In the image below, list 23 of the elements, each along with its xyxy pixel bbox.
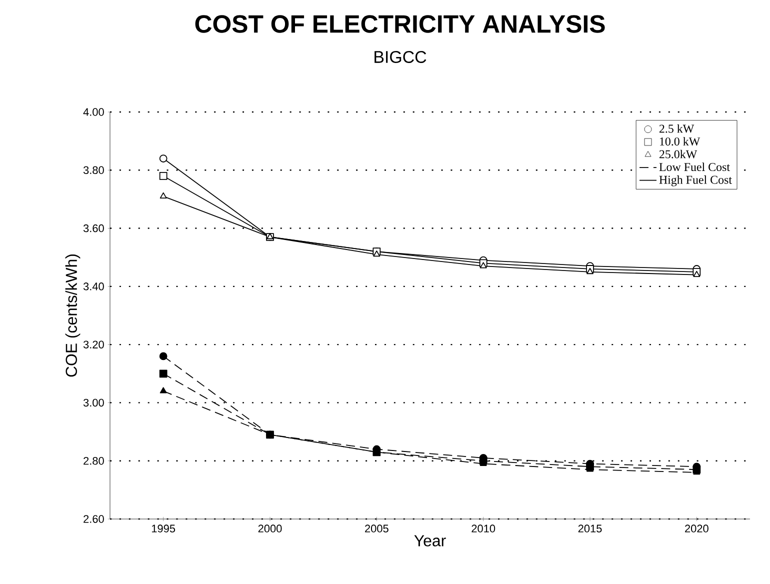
legend-label: 25.0kW [659, 150, 698, 158]
y-tick-label: 3.00 [83, 398, 104, 407]
chart-title: COST OF ELECTRICITY ANALYSIS [195, 15, 605, 33]
annotation: Low Fuel Cost [659, 162, 730, 172]
x-tick-label: 2015 [578, 524, 602, 532]
annotation: High Fuel Cost [659, 175, 732, 186]
y-tick-label: 3.40 [83, 282, 104, 290]
y-tick-label: 3.60 [83, 224, 104, 232]
y-tick-label: 4.00 [83, 108, 104, 116]
y-tick-label: 3.80 [83, 166, 104, 174]
x-tick-label: 2000 [258, 524, 282, 532]
y-axis-title: COE (cents/kWh) [65, 254, 80, 377]
legend-label: 10.0 kW [660, 137, 700, 146]
chart-subtitle: BIGCC [374, 50, 426, 63]
x-tick-label: 2010 [472, 524, 496, 532]
x-tick-label: 1995 [152, 524, 176, 532]
y-tick-label: 2.80 [84, 456, 104, 465]
x-tick-label: 2020 [685, 524, 708, 532]
legend-label: 2.5 kW [659, 124, 694, 133]
x-tick-label: 2005 [365, 524, 388, 532]
x-axis-title: Year [414, 535, 446, 546]
y-tick-label: 3.20 [83, 340, 104, 348]
y-tick-label: 2.60 [84, 515, 104, 523]
